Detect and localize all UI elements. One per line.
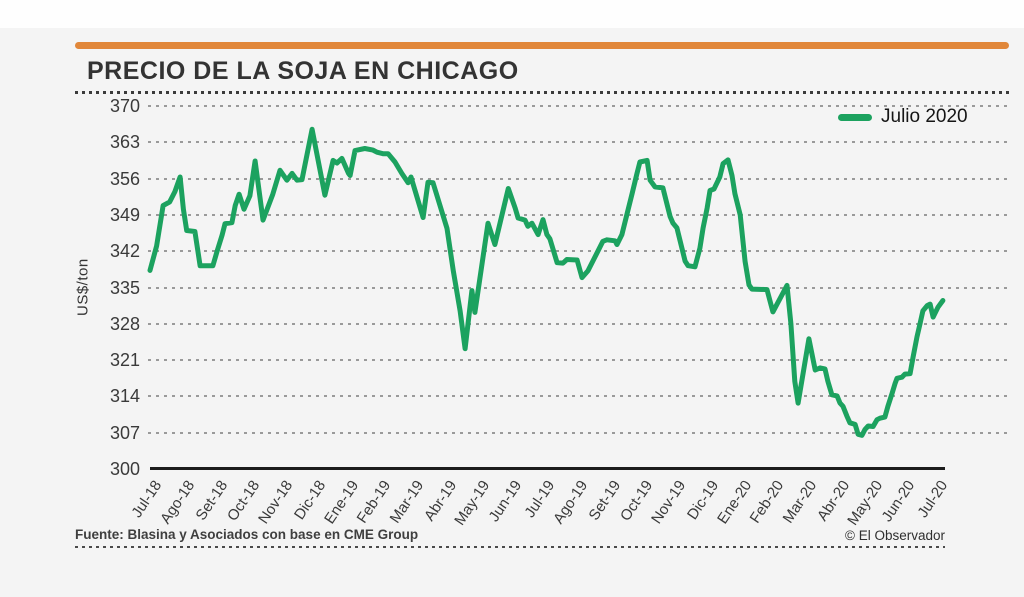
x-axis-baseline <box>150 467 945 470</box>
gridline-321 <box>148 359 1008 362</box>
y-tick-label-328: 328 <box>109 313 140 334</box>
gridline-342 <box>148 250 1008 253</box>
y-tick-label-363: 363 <box>109 132 140 153</box>
y-tick-label-356: 356 <box>109 168 140 189</box>
chart-title: PRECIO DE LA SOJA EN CHICAGO <box>87 57 519 85</box>
gridline-356 <box>148 177 1008 180</box>
gridline-349 <box>148 213 1008 216</box>
gridline-370 <box>148 105 1008 107</box>
gridline-335 <box>148 286 1008 289</box>
gridline-328 <box>148 322 1008 325</box>
y-tick-label-335: 335 <box>109 277 140 298</box>
source-note: Fuente: Blasina y Asociados con base en … <box>75 527 419 542</box>
gridline-363 <box>148 141 1008 144</box>
y-tick-label-307: 307 <box>109 422 140 443</box>
gridline-314 <box>148 395 1008 398</box>
legend-label: Julio 2020 <box>881 106 968 127</box>
legend-line-swatch <box>838 113 872 121</box>
y-tick-label-370: 370 <box>109 96 140 116</box>
legend: Julio 2020 <box>838 106 968 128</box>
credit-note: © El Observador <box>845 528 945 543</box>
gridline-307 <box>148 431 1008 434</box>
header-dotted-divider <box>75 91 1009 94</box>
y-tick-label-349: 349 <box>109 204 140 225</box>
y-tick-label-300: 300 <box>109 459 140 479</box>
line-series-julio-2020 <box>147 126 946 438</box>
top-margin-band <box>0 0 1024 28</box>
y-tick-label-321: 321 <box>109 350 140 371</box>
y-tick-label-314: 314 <box>109 386 140 407</box>
footer-dotted-divider <box>75 546 945 548</box>
y-tick-label-342: 342 <box>109 241 140 262</box>
accent-bar <box>75 42 1009 49</box>
